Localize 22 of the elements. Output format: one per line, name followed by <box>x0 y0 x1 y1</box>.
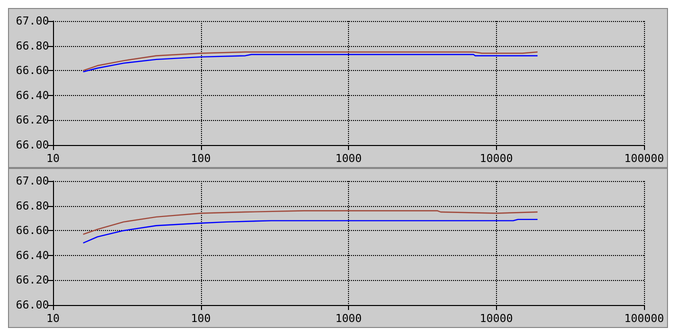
x-tick-label: 10000 <box>480 152 513 165</box>
y-tick-label: 67.00 <box>16 14 49 28</box>
y-tick-label: 66.20 <box>16 114 49 127</box>
y-tick-label: 66.40 <box>16 248 49 262</box>
x-tick-label: 100 <box>190 152 211 165</box>
y-tick-label: 66.00 <box>16 138 49 152</box>
x-tick-label: 10 <box>46 312 60 325</box>
y-tick-label: 66.80 <box>16 199 49 212</box>
x-tick-label: 1000 <box>335 312 362 325</box>
y-tick-label: 66.20 <box>16 274 49 287</box>
x-tick-label: 10000 <box>480 312 513 325</box>
x-tick-label: 100000 <box>624 152 664 165</box>
y-tick-label: 66.40 <box>16 88 49 102</box>
y-tick-label: 66.60 <box>16 64 49 78</box>
y-tick-label: 67.00 <box>16 174 49 188</box>
y-tick-label: 66.60 <box>16 224 49 238</box>
x-tick-label: 100000 <box>624 312 664 325</box>
y-tick-label: 66.80 <box>16 39 49 52</box>
x-tick-label: 100 <box>190 312 211 325</box>
y-tick-label: 66.00 <box>16 298 49 312</box>
x-tick-label: 10 <box>46 152 60 165</box>
x-tick-label: 1000 <box>335 152 362 165</box>
